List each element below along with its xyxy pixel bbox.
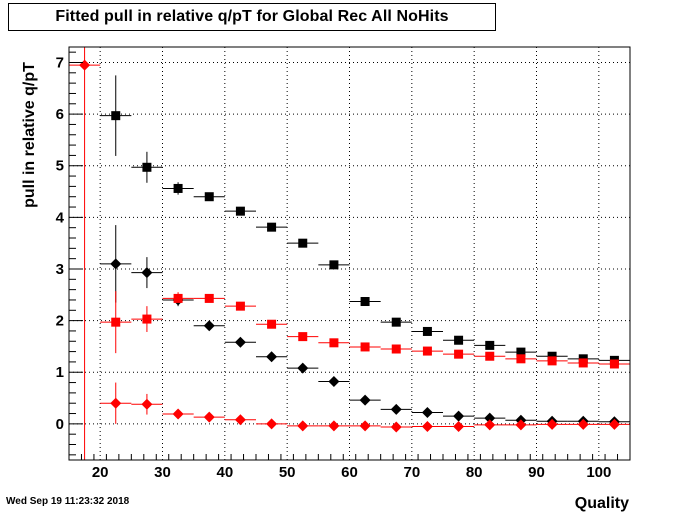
diamond-marker: [484, 412, 496, 424]
square-marker: [578, 358, 588, 368]
diamond-marker: [484, 419, 496, 431]
diamond-marker: [328, 376, 340, 388]
square-marker: [516, 347, 526, 357]
diamond-marker: [172, 408, 184, 420]
x-tick-label: 80: [466, 464, 483, 481]
square-marker: [329, 338, 339, 348]
x-tick-label: 30: [154, 464, 171, 481]
diamond-marker: [421, 407, 433, 419]
y-tick-label: 3: [56, 261, 64, 278]
diamond-marker: [515, 419, 527, 431]
error-bars-layer: [69, 47, 630, 460]
diamond-marker: [141, 267, 153, 279]
square-marker: [329, 260, 339, 270]
diamond-marker: [141, 398, 153, 410]
square-marker: [360, 297, 370, 307]
square-marker: [485, 351, 495, 361]
y-tick-label: 2: [56, 313, 64, 330]
diamond-marker: [110, 397, 122, 409]
chart-title-box: Fitted pull in relative q/pT for Global …: [8, 3, 496, 31]
diamond-marker: [266, 418, 278, 430]
x-tick-label: 60: [341, 464, 358, 481]
square-marker: [454, 349, 464, 359]
square-marker: [298, 332, 308, 342]
diamond-marker: [234, 336, 246, 348]
diamond-marker: [359, 394, 371, 406]
square-marker: [360, 342, 370, 352]
y-tick-label: 7: [56, 54, 64, 71]
square-marker: [298, 238, 308, 248]
square-marker: [267, 319, 277, 329]
square-marker: [609, 359, 619, 369]
diamond-marker: [203, 411, 215, 423]
x-tick-label: 70: [403, 464, 420, 481]
diamond-marker: [390, 403, 402, 415]
square-marker: [391, 344, 401, 354]
diamond-marker: [297, 420, 309, 432]
x-tick-label: 20: [92, 464, 109, 481]
plot-frame: [68, 46, 631, 461]
diamond-marker: [297, 362, 309, 374]
diamond-marker: [453, 410, 465, 422]
square-marker: [204, 192, 214, 202]
timestamp: Wed Sep 19 11:23:32 2018: [6, 496, 130, 507]
diamond-marker: [234, 414, 246, 426]
y-axis-title: pull in relative q/pT: [21, 62, 38, 208]
x-tick-label: 100: [586, 464, 611, 481]
x-tick-label: 40: [216, 464, 233, 481]
diamond-marker: [421, 420, 433, 432]
chart-title: Fitted pull in relative q/pT for Global …: [55, 8, 449, 25]
square-marker: [173, 183, 183, 193]
y-tick-label: 1: [56, 364, 64, 381]
square-marker: [422, 346, 432, 356]
square-marker: [454, 335, 464, 345]
markers-layer: [79, 59, 620, 433]
square-marker: [173, 293, 183, 303]
square-marker: [422, 326, 432, 336]
x-tick-label: 50: [279, 464, 296, 481]
y-tick-label: 4: [56, 209, 65, 226]
diamond-marker: [453, 420, 465, 432]
y-tick-label: 5: [56, 158, 64, 175]
square-marker: [111, 317, 121, 327]
square-marker: [485, 340, 495, 350]
axes-layer: 20 30 40 50 60 70 80 90 100 0 1 2 3 4 5 6 7: [56, 46, 631, 481]
x-tick-label: 90: [528, 464, 545, 481]
diamond-marker: [79, 59, 91, 71]
grid-layer: [69, 47, 630, 460]
square-marker: [547, 356, 557, 366]
square-marker: [235, 206, 245, 216]
diamond-marker: [266, 351, 278, 363]
square-marker: [204, 293, 214, 303]
square-marker: [142, 314, 152, 324]
square-marker: [111, 111, 121, 121]
x-axis-title: Quality: [575, 495, 629, 512]
y-tick-label: 6: [56, 106, 64, 123]
square-marker: [516, 354, 526, 364]
diamond-marker: [577, 418, 589, 430]
diamond-marker: [110, 258, 122, 270]
y-tick-label: 0: [56, 416, 64, 433]
diamond-marker: [359, 420, 371, 432]
square-marker: [142, 162, 152, 172]
diamond-marker: [546, 418, 558, 430]
diamond-marker: [608, 418, 620, 430]
square-marker: [547, 351, 557, 361]
square-marker: [391, 317, 401, 327]
diamond-marker: [328, 420, 340, 432]
square-marker: [235, 301, 245, 311]
diamond-marker: [203, 320, 215, 332]
diamond-marker: [390, 421, 402, 433]
square-marker: [267, 222, 277, 232]
